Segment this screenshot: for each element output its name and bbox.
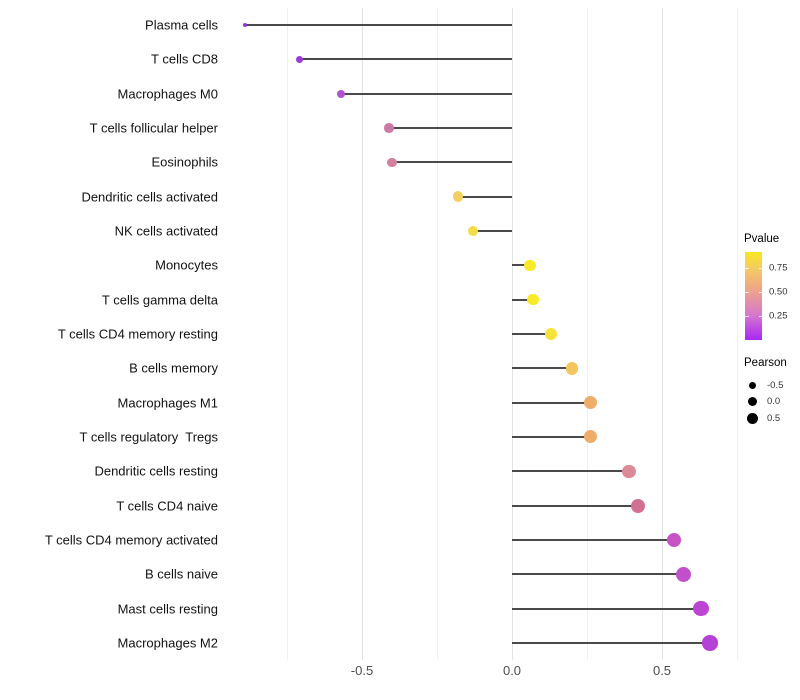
category-label: T cells gamma delta — [101, 292, 218, 308]
category-label: Macrophages M0 — [117, 86, 218, 102]
category-label: Mast cells resting — [117, 601, 218, 617]
lollipop-dot — [631, 498, 645, 513]
pearson-size-key: -0.5 — [745, 377, 800, 394]
category-label: T cells CD4 memory activated — [44, 532, 218, 548]
gridline — [662, 8, 663, 660]
colorbar-tick — [758, 268, 762, 270]
pvalue-colorbar: 0.75 0.50 0.25 — [745, 252, 800, 340]
category-label: T cells CD4 naive — [116, 498, 218, 514]
lollipop-dot — [527, 293, 539, 306]
size-key-dot — [749, 381, 756, 389]
lollipop-dot — [337, 89, 345, 98]
pvalue-legend-title: Pvalue — [744, 233, 780, 245]
lollipop-dot — [545, 328, 557, 340]
lollipop-stem — [512, 538, 674, 541]
category-label: Dendritic cells resting — [94, 463, 218, 479]
gridline — [587, 8, 588, 660]
lollipop-stem — [392, 161, 512, 164]
lollipop-stem — [512, 298, 533, 301]
legend: Pvalue 0.75 0.50 0.25 Pearson -0.5 0.0 0.5 — [744, 230, 800, 445]
size-key-label: -0.5 — [767, 379, 784, 391]
lollipop-dot — [583, 430, 597, 444]
colorbar-tick — [758, 292, 762, 294]
lollipop-dot — [693, 600, 709, 617]
lollipop-stem — [512, 435, 590, 438]
pearson-size-key: 0.0 — [745, 394, 800, 411]
colorbar-tick — [758, 315, 762, 317]
size-key-label: 0.5 — [767, 412, 781, 424]
x-tick-label: 0.5 — [652, 663, 672, 678]
lollipop-stem — [458, 195, 512, 198]
x-tick-label: -0.5 — [350, 663, 374, 678]
lollipop-dot — [387, 157, 397, 168]
gridline — [287, 8, 288, 660]
category-label: Macrophages M2 — [117, 635, 218, 651]
category-label: T cells CD8 — [151, 51, 218, 67]
lollipop-dot — [666, 532, 682, 548]
lollipop-dot — [702, 635, 718, 651]
gridline — [362, 8, 363, 660]
category-label: Macrophages M1 — [117, 395, 218, 411]
category-label: B cells memory — [129, 360, 218, 376]
lollipop-dot — [242, 22, 248, 28]
lollipop-dot — [675, 566, 691, 582]
pearson-size-keys: -0.5 0.0 0.5 — [745, 377, 800, 427]
lollipop-stem — [512, 607, 701, 610]
lollipop-stem — [512, 333, 551, 335]
pearson-size-key: 0.5 — [745, 410, 800, 427]
gridline — [737, 8, 738, 660]
lollipop-stem — [512, 573, 683, 576]
lollipop-stem — [299, 58, 512, 61]
lollipop-stem — [341, 92, 512, 95]
category-label: Dendritic cells activated — [81, 189, 218, 205]
colorbar-tick — [745, 292, 749, 294]
colorbar-tick-label: 0.50 — [769, 286, 788, 298]
lollipop-stem — [512, 470, 629, 473]
size-key-dot — [748, 397, 757, 407]
colorbar-tick — [745, 315, 749, 317]
colorbar-tick-label: 0.75 — [769, 262, 788, 274]
x-axis-ticks: -0.5 0.0 0.5 — [225, 663, 740, 683]
category-label: Plasma cells — [145, 17, 218, 33]
colorbar-tick-label: 0.25 — [769, 310, 788, 322]
x-tick-label: 0.0 — [502, 663, 522, 678]
size-key-dot — [747, 412, 758, 424]
lollipop-stem — [245, 24, 512, 27]
pvalue-gradient-bar — [745, 252, 762, 340]
lollipop-stem — [512, 641, 710, 644]
category-label: Eosinophils — [151, 154, 219, 170]
lollipop-dot — [452, 191, 464, 202]
plot-panel — [225, 8, 740, 660]
colorbar-tick — [745, 268, 749, 270]
lollipop-dot — [524, 259, 536, 272]
lollipop-stem — [473, 230, 512, 233]
pearson-legend-title: Pearson — [744, 357, 787, 369]
category-label: T cells follicular helper — [89, 120, 218, 136]
lollipop-stem — [512, 401, 590, 404]
gridline — [437, 8, 438, 660]
lollipop-dot — [583, 396, 597, 410]
lollipop-dot — [565, 362, 579, 375]
lollipop-stem — [512, 504, 638, 507]
lollipop-stem — [512, 367, 572, 370]
y-axis-labels: Plasma cells T cells CD8 Macrophages M0 T c… — [0, 8, 218, 660]
lollipop-stem — [389, 127, 512, 130]
category-label: T cells regulatory Tregs — [79, 429, 218, 445]
lollipop-dot — [295, 55, 303, 63]
category-label: B cells naive — [145, 566, 218, 582]
category-label: T cells CD4 memory resting — [57, 326, 218, 342]
category-label: NK cells activated — [114, 223, 218, 239]
lollipop-dot — [384, 123, 394, 133]
category-label: Monocytes — [155, 257, 218, 273]
size-key-label: 0.0 — [767, 396, 781, 408]
lollipop-stem — [512, 264, 530, 267]
lollipop-dot — [467, 225, 479, 237]
lollipop-dot — [622, 464, 636, 478]
